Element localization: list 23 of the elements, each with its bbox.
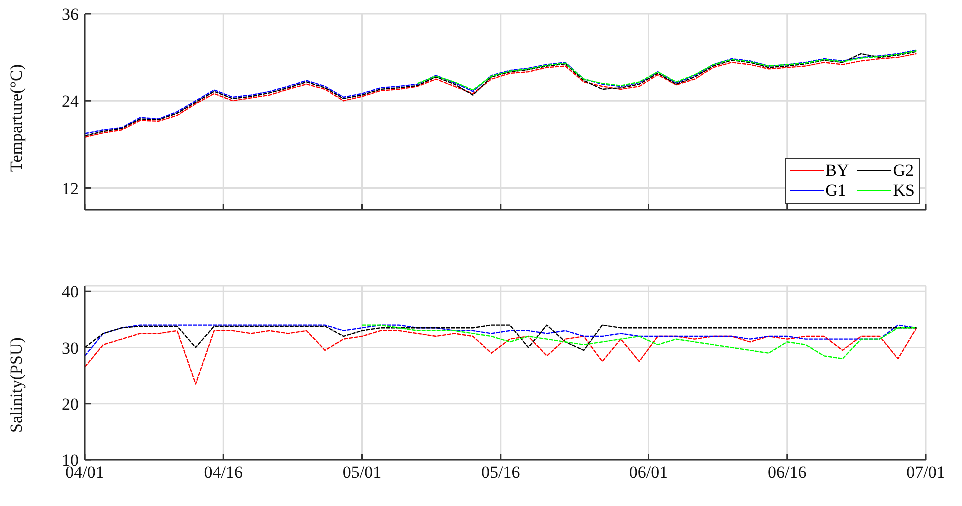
y-tick-label: 36 xyxy=(62,5,79,24)
x-tick-label: 06/01 xyxy=(629,463,668,482)
y-tick-label: 20 xyxy=(62,394,79,414)
x-tick-label: 05/16 xyxy=(482,463,520,482)
y-tick-label: 30 xyxy=(62,338,79,358)
y-axis-title: Temparture(°C) xyxy=(7,64,26,172)
x-tick-label: 05/01 xyxy=(342,463,382,482)
line-series xyxy=(362,324,918,360)
legend-label: KS xyxy=(893,181,915,201)
x-tick-label: 06/16 xyxy=(768,463,807,482)
legend-label: G2 xyxy=(893,161,914,181)
line-series xyxy=(417,50,918,91)
line-series xyxy=(85,324,918,352)
y-tick-label: 12 xyxy=(62,179,79,198)
x-tick-label: 04/16 xyxy=(204,463,243,482)
y-tick-label: 24 xyxy=(62,92,80,112)
y-tick-label: 40 xyxy=(62,282,79,302)
x-tick-label: 07/01 xyxy=(906,463,946,482)
legend-label: BY xyxy=(826,161,850,181)
legend-label: G1 xyxy=(826,181,846,201)
y-axis-title: Salinity(PSU) xyxy=(7,338,26,433)
line-series xyxy=(85,327,918,385)
line-series xyxy=(85,324,918,357)
